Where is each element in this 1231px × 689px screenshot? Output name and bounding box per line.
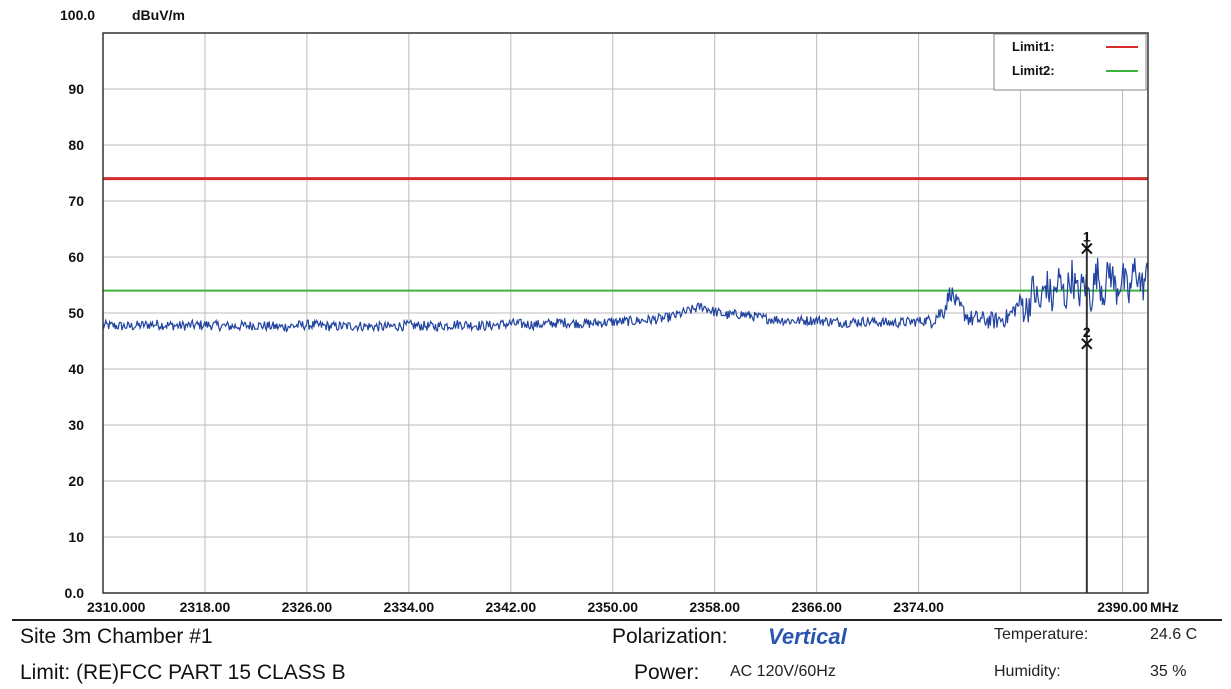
x-tick-label: 2334.00	[384, 599, 435, 615]
footer-divider	[12, 619, 1222, 621]
markers: 12	[1081, 229, 1093, 593]
legend-label-2: Limit2:	[1012, 63, 1055, 78]
x-tick-label: 2374.00	[893, 599, 944, 615]
limit-text: Limit: (RE)FCC PART 15 CLASS B	[20, 661, 346, 684]
humidity-label: Humidity:	[994, 663, 1061, 680]
y-tick-label: 70	[68, 193, 84, 209]
temperature-value: 24.6 C	[1150, 626, 1198, 643]
grid	[103, 33, 1148, 593]
polarization-label: Polarization:	[612, 625, 728, 648]
marker-1-cross	[1081, 242, 1093, 255]
series-layer	[102, 257, 1149, 333]
axis-labels: 100.0 dBuV/m9080706050403020100.02310.000…	[60, 7, 1179, 615]
x-tick-label: 2350.00	[587, 599, 638, 615]
y-tick-label: 40	[68, 361, 84, 377]
x-tick-label: 2366.00	[791, 599, 842, 615]
plot-border	[102, 32, 1149, 594]
y-tick-label: 20	[68, 473, 84, 489]
emission-trace	[102, 257, 1149, 333]
x-tick-label: 2318.00	[180, 599, 231, 615]
y-unit-label: dBuV/m	[132, 7, 185, 23]
x-tick-label: 2358.00	[689, 599, 740, 615]
legend-box	[993, 33, 1147, 91]
x-tick-label: 2342.00	[486, 599, 537, 615]
temperature-label: Temperature:	[994, 626, 1089, 643]
emission-chart: 12 100.0 dBuV/m9080706050403020100.02310.…	[60, 7, 1179, 615]
site-text: Site 3m Chamber #1	[20, 625, 213, 648]
y-tick-label: 60	[68, 249, 84, 265]
y-tick-label: 90	[68, 81, 84, 97]
legend: Limit1: Limit2:	[993, 33, 1147, 91]
power-label: Power:	[634, 661, 700, 684]
marker-1-label: 1	[1083, 229, 1091, 245]
humidity-value: 35 %	[1150, 663, 1187, 680]
polarization-value: Vertical	[768, 624, 847, 649]
y-tick-label: 0.0	[65, 585, 85, 601]
limit-lines	[103, 177, 1148, 292]
x-tick-label: 2326.00	[282, 599, 333, 615]
y-tick-label: 30	[68, 417, 84, 433]
y-tick-label: 80	[68, 137, 84, 153]
x-unit-label: MHz	[1150, 599, 1179, 615]
power-value: AC 120V/60Hz	[730, 663, 836, 680]
x-tick-label: 2310.000	[87, 599, 146, 615]
y-tick-label: 50	[68, 305, 84, 321]
x-tick-label: 2390.00	[1097, 599, 1148, 615]
y-top-label: 100.0	[60, 7, 95, 23]
marker-2-cross	[1081, 338, 1093, 350]
marker-2-label: 2	[1083, 324, 1091, 340]
y-tick-label: 10	[68, 529, 84, 545]
legend-label-1: Limit1:	[1012, 39, 1055, 54]
